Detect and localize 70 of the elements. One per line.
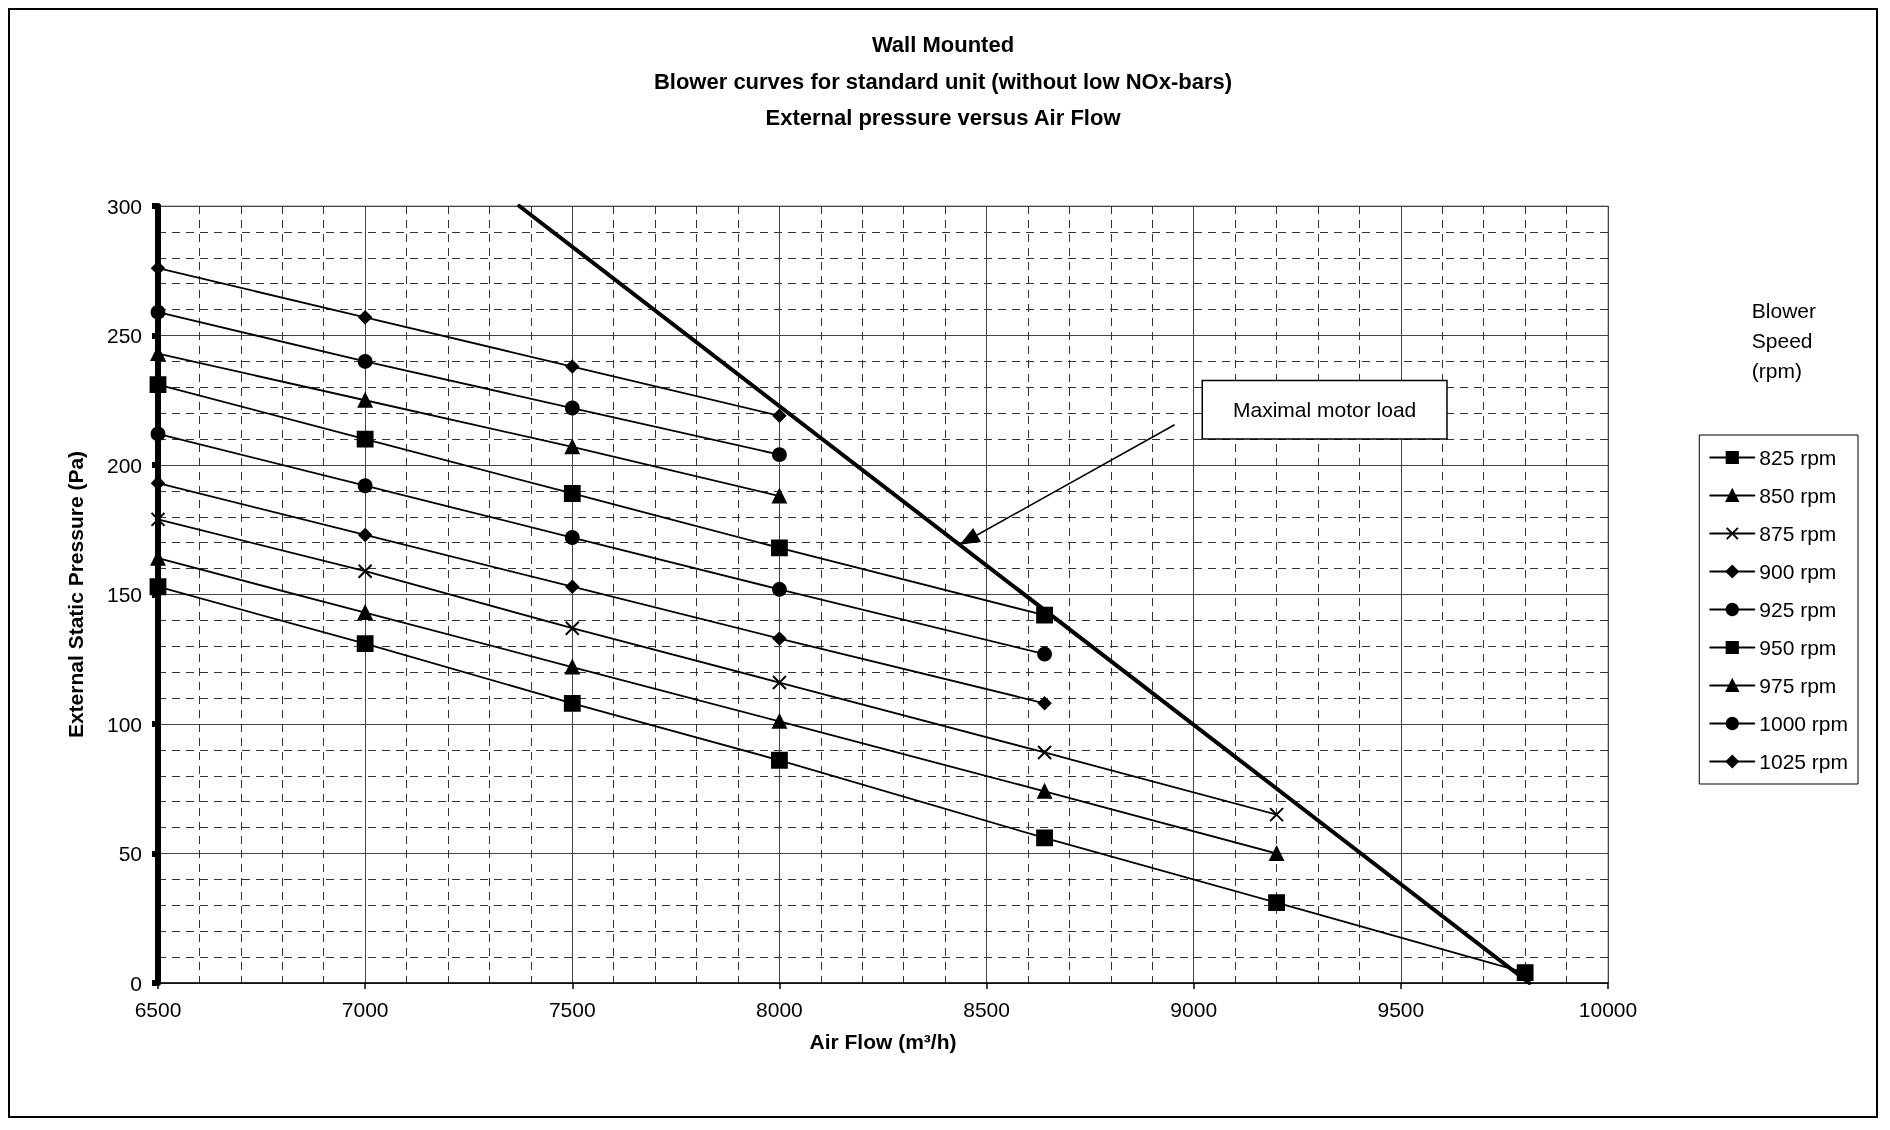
point (564, 530, 580, 545)
point (772, 408, 787, 423)
y-tick-label: 200 (106, 453, 142, 477)
point (357, 478, 373, 494)
legend-label: 825 rpm (1759, 446, 1837, 469)
point (1036, 829, 1053, 847)
point (564, 439, 580, 455)
point (772, 631, 787, 646)
annotation: Maximal motor load (1233, 398, 1417, 422)
point (771, 539, 788, 557)
point (150, 511, 166, 527)
point (1037, 696, 1052, 711)
point (772, 488, 787, 504)
point (1037, 783, 1052, 799)
point (358, 528, 373, 542)
x-tick-label: 8000 (756, 998, 803, 1021)
point (772, 447, 787, 463)
y-tick-label: 150 (106, 583, 142, 606)
point (358, 310, 373, 325)
point (1269, 846, 1284, 861)
point (149, 578, 167, 596)
point (771, 751, 788, 769)
point (565, 579, 580, 594)
point (771, 675, 787, 691)
legend-label: 1025 rpm (1759, 750, 1848, 773)
point (564, 659, 580, 675)
x-axis-title: Air Flow (m³/h) (809, 1030, 957, 1053)
legend-title: Blower Speed (rpm) (1751, 298, 1817, 382)
legend-label: 850 rpm (1759, 484, 1837, 507)
legend-label: 925 rpm (1759, 598, 1837, 621)
y-tick-label: 250 (106, 324, 142, 347)
point (149, 376, 167, 394)
y-tick-label: 0 (130, 971, 142, 995)
x-tick-label: 10000 (1578, 998, 1638, 1021)
x-tick-label: 7500 (548, 998, 596, 1021)
point (356, 635, 374, 653)
point (772, 581, 787, 597)
point (357, 563, 373, 579)
point (1037, 744, 1053, 760)
legend-label: 900 rpm (1759, 560, 1837, 583)
legend-label: 875 rpm (1759, 522, 1837, 545)
x-tick-label: 7000 (341, 998, 389, 1021)
point (564, 400, 580, 416)
x-tick-label: 9500 (1377, 998, 1425, 1021)
chart-subtitle: Blower curves for standard unit (without low NOx-bars) External pressure versus Air Flow (653, 68, 1233, 130)
y-tick-label: 50 (118, 842, 142, 865)
x-tick-label: 6500 (134, 998, 182, 1021)
point (1269, 807, 1285, 823)
x-tick-label: 9000 (1170, 998, 1218, 1021)
chart-title: Wall Mounted (871, 31, 1015, 57)
point (1268, 894, 1285, 912)
legend-label: 1000 rpm (1759, 712, 1848, 735)
point (357, 392, 373, 408)
point (357, 605, 373, 621)
x-tick-label: 8500 (963, 998, 1010, 1021)
legend-label: 975 rpm (1759, 674, 1837, 697)
legend-label: 950 rpm (1759, 636, 1837, 659)
y-tick-label: 300 (106, 194, 142, 218)
y-axis-title: External Static Pressure (Pa) (64, 450, 87, 739)
point (772, 714, 787, 729)
point (563, 694, 581, 712)
point (150, 304, 166, 320)
point (565, 359, 580, 374)
point (150, 426, 166, 442)
point (563, 485, 581, 502)
y-tick-label: 100 (106, 712, 142, 736)
point (1037, 646, 1052, 662)
point (356, 430, 374, 448)
point (564, 620, 580, 636)
point (357, 354, 373, 369)
